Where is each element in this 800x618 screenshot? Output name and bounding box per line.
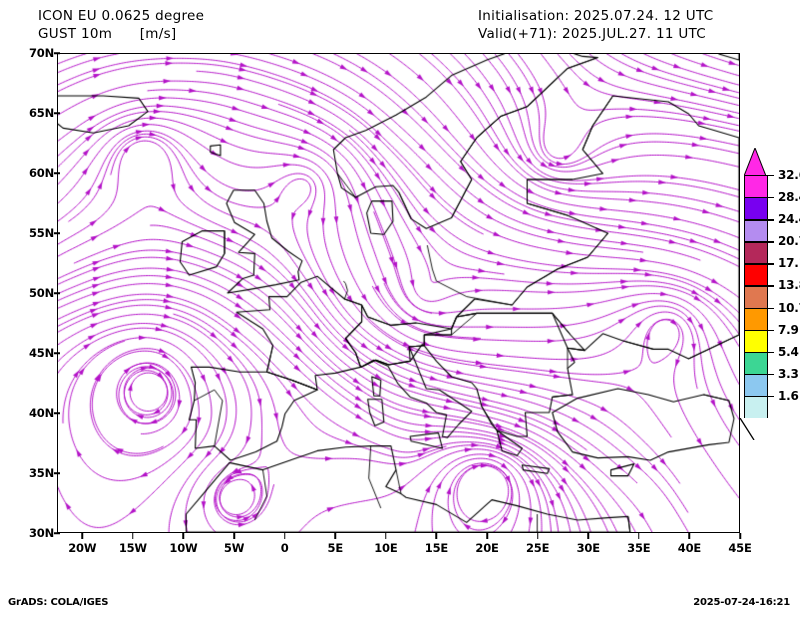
lon-tick-mark xyxy=(739,533,741,539)
colorbar-tick-mark xyxy=(744,241,774,243)
colorbar-segment xyxy=(744,175,768,198)
colorbar-tick-mark xyxy=(744,373,774,376)
colorbar-tick-mark xyxy=(744,197,774,199)
lat-tick-mark xyxy=(54,112,60,114)
lon-tick-mark xyxy=(233,533,235,539)
lon-tick-mark xyxy=(132,533,134,539)
title-line-1: ICON EU 0.0625 degree xyxy=(38,8,205,24)
lon-tick-mark xyxy=(182,533,185,539)
colorbar-tick-label: 3.3 xyxy=(778,366,799,381)
lon-tick-mark xyxy=(385,533,387,539)
lon-tick-mark xyxy=(688,533,691,539)
lon-tick-label: 5E xyxy=(327,541,344,555)
lat-tick-label: 55N xyxy=(28,226,54,240)
lon-tick-label: 20E xyxy=(475,541,499,555)
colorbar-tick-label: 10.7 xyxy=(778,300,800,315)
colorbar-segment xyxy=(744,285,768,308)
lat-tick-mark xyxy=(54,352,60,354)
colorbar-tick-mark xyxy=(744,307,774,309)
colorbar-segment xyxy=(744,329,768,352)
lon-tick-label: 15W xyxy=(118,541,147,555)
footer-timestamp: 2025-07-24-16:21 xyxy=(693,597,790,608)
lat-tick-label: 50N xyxy=(28,286,54,300)
colorbar-min-tail xyxy=(738,417,760,441)
lat-tick-label: 40N xyxy=(28,406,54,420)
lon-tick-mark xyxy=(435,533,438,539)
lon-tick-label: 0 xyxy=(280,541,289,555)
title-line-2: GUST 10m [m/s] xyxy=(38,26,177,42)
colorbar-tick-label: 17.1 xyxy=(778,256,800,271)
colorbar-tick-label: 1.6 xyxy=(778,388,799,403)
lon-tick-mark xyxy=(486,533,488,539)
latitude-axis: 70N 65N 60N 55N 50N 45N 40N 35N 30N xyxy=(0,46,60,540)
lat-tick-mark xyxy=(54,172,60,174)
colorbar-tick-mark xyxy=(744,329,774,332)
colorbar-tick-label: 32.6 xyxy=(778,168,800,182)
colorbar-segment xyxy=(744,241,768,264)
lon-tick-mark xyxy=(81,533,84,539)
lat-tick-label: 30N xyxy=(28,526,54,540)
lon-tick-mark xyxy=(587,533,589,539)
colorbar-tick-mark xyxy=(744,395,774,398)
lat-tick-label: 70N xyxy=(28,46,54,60)
colorbar-tick-mark xyxy=(744,175,774,177)
lon-tick-mark xyxy=(536,533,539,539)
colorbar-segment xyxy=(744,373,768,396)
colorbar-tick-mark xyxy=(744,351,774,354)
lon-tick-label: 40E xyxy=(677,541,702,555)
lat-tick-mark xyxy=(54,52,60,54)
colorbar-tick-label: 5.4 xyxy=(778,344,799,359)
lon-tick-label: 10E xyxy=(374,541,398,555)
colorbar-tick-label: 13.8 xyxy=(778,278,800,293)
colorbar-segment xyxy=(744,197,768,220)
lon-tick-label: 10W xyxy=(169,541,198,555)
footer-credit: GrADS: COLA/IGES xyxy=(8,597,109,608)
colorbar[interactable]: 1.6 3.3 5.4 7.9 10.7 13.8 17.1 20.7 24.4 28.4 32.6 xyxy=(744,168,800,418)
colorbar-tick-label: 28.4 xyxy=(778,190,800,205)
colorbar-tick-mark xyxy=(744,285,774,287)
lat-tick-label: 65N xyxy=(28,106,54,120)
colorbar-segment xyxy=(744,219,768,242)
lon-tick-mark xyxy=(638,533,640,539)
lon-tick-label: 5W xyxy=(223,541,245,555)
lat-tick-label: 60N xyxy=(28,166,54,180)
colorbar-segment xyxy=(744,395,768,418)
lat-tick-label: 35N xyxy=(28,466,54,480)
lat-tick-mark xyxy=(54,232,60,234)
colorbar-tick-mark xyxy=(744,263,774,265)
colorbar-tick-label: 7.9 xyxy=(778,322,799,337)
colorbar-tick-label: 24.4 xyxy=(778,212,800,227)
lat-tick-mark xyxy=(54,532,60,534)
gust-map-plot[interactable] xyxy=(57,53,740,533)
coastlines-layer xyxy=(58,54,739,532)
colorbar-segment xyxy=(744,307,768,330)
colorbar-tick-mark xyxy=(744,219,774,221)
lon-tick-label: 35E xyxy=(627,541,651,555)
lon-tick-label: 20W xyxy=(68,541,97,555)
lon-tick-label: 30E xyxy=(576,541,600,555)
lat-tick-mark xyxy=(54,412,60,414)
colorbar-segment xyxy=(744,263,768,286)
colorbar-segment xyxy=(744,351,768,374)
colorbar-tick-label: 20.7 xyxy=(778,234,800,249)
colorbar-max-arrow xyxy=(743,146,767,177)
valid-time-label: Valid(+71): 2025.JUL.27. 11 UTC xyxy=(478,26,707,42)
lon-tick-mark xyxy=(283,533,286,539)
lon-tick-label: 25E xyxy=(525,541,550,555)
lat-tick-mark xyxy=(54,292,60,294)
lon-tick-label: 15E xyxy=(424,541,449,555)
lat-tick-mark xyxy=(54,472,60,474)
lon-tick-mark xyxy=(334,533,336,539)
lat-tick-label: 45N xyxy=(28,346,54,360)
lon-tick-label: 45E xyxy=(728,541,752,555)
longitude-axis: 20W 15W 10W 5W 0 5E 10E 15E 20E 25E 30E 35E 40E 45E xyxy=(57,533,752,559)
initialisation-label: Initialisation: 2025.07.24. 12 UTC xyxy=(478,8,714,24)
